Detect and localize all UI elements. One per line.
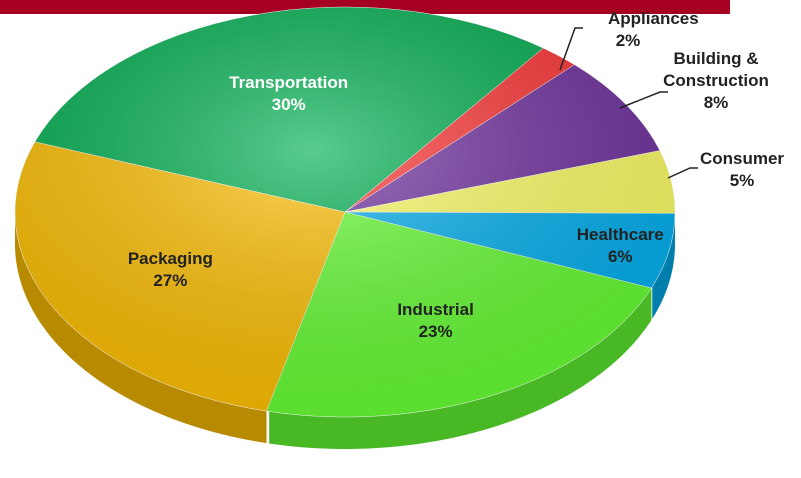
slice-label: Packaging 27% — [90, 248, 250, 292]
value-label: 23% — [418, 322, 453, 342]
category-label: Packaging — [127, 248, 213, 268]
value-label: 30% — [271, 95, 306, 115]
slice-label: Transportation 30% — [209, 72, 369, 116]
value-label: 2% — [615, 31, 641, 50]
slice-label: Industrial 23% — [356, 299, 516, 343]
slice-label: Consumer 5% — [697, 148, 787, 192]
category-label: Industrial — [397, 300, 474, 320]
slice-label: Appliances 2% — [608, 8, 699, 52]
slice-label: Building & Construction 8% — [656, 48, 776, 114]
leader-line — [559, 27, 583, 71]
category-label: Building & Construction — [663, 49, 769, 90]
slice-label: Healthcare 6% — [540, 224, 700, 268]
category-label: Transportation — [229, 73, 349, 93]
value-label: 5% — [729, 171, 755, 190]
category-label: Appliances — [608, 9, 699, 28]
value-label: 27% — [153, 270, 188, 290]
value-label: 6% — [607, 246, 633, 266]
category-label: Consumer — [699, 149, 785, 168]
leader-line — [667, 167, 698, 179]
leader-line — [619, 91, 668, 109]
value-label: 8% — [703, 93, 729, 112]
category-label: Healthcare — [576, 224, 664, 244]
